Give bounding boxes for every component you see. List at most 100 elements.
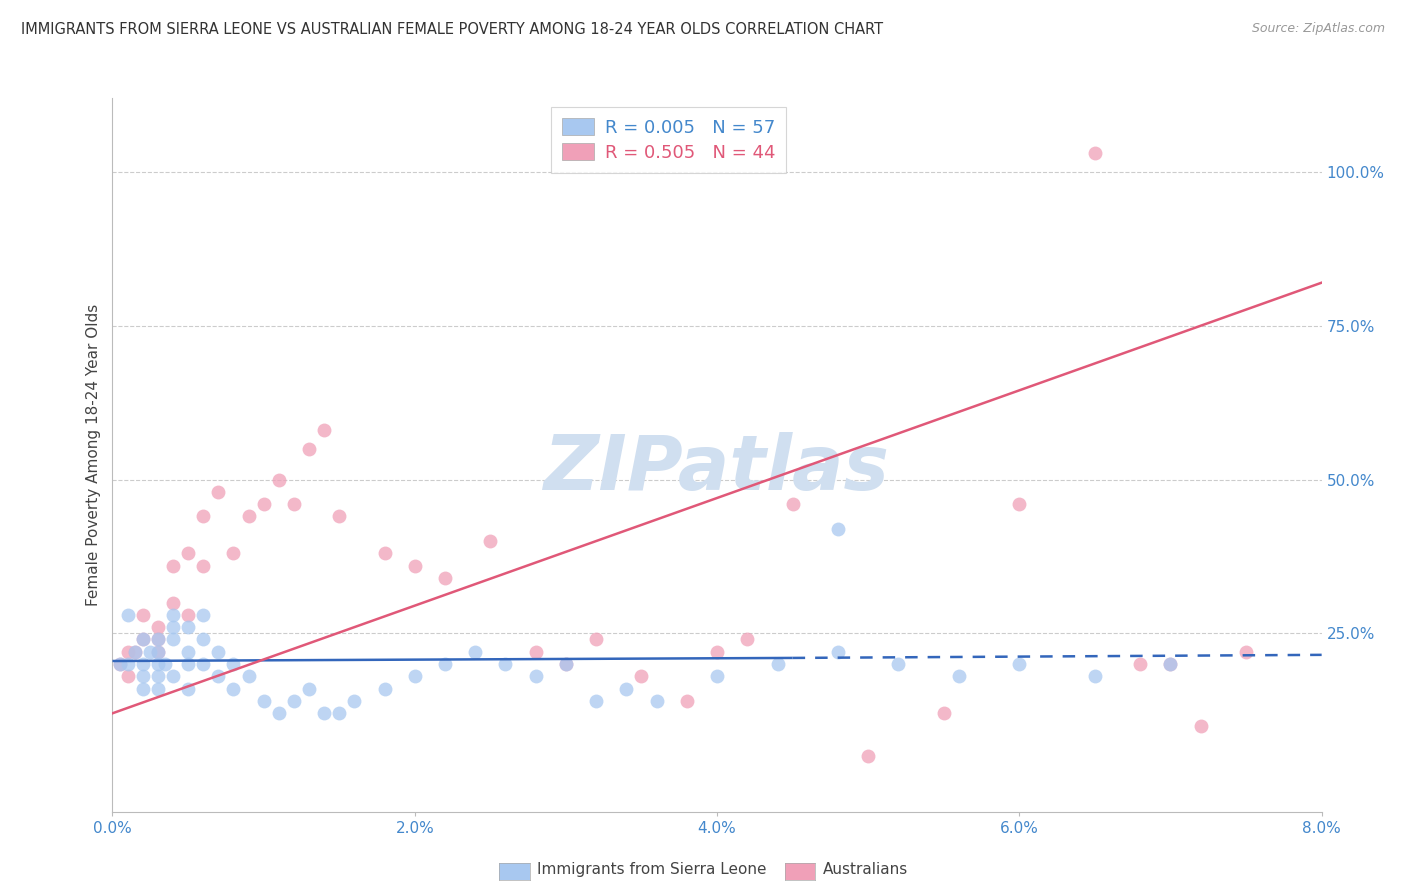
Point [207, 669, 229, 683]
Point [155, 657, 177, 671]
Point [887, 657, 910, 671]
Point [162, 620, 184, 634]
Point [108, 657, 131, 671]
Point [207, 484, 229, 499]
Point [177, 620, 200, 634]
Point [124, 645, 146, 659]
Point [1159, 657, 1181, 671]
Point [404, 558, 426, 573]
Point [207, 645, 229, 659]
Point [132, 632, 155, 647]
Point [433, 657, 456, 671]
Point [132, 669, 155, 683]
Point [554, 657, 576, 671]
Point [524, 645, 547, 659]
Point [283, 497, 305, 511]
Point [146, 632, 169, 647]
Point [117, 657, 139, 671]
Point [253, 694, 276, 708]
Point [948, 669, 970, 683]
Point [146, 632, 169, 647]
Point [117, 645, 139, 659]
Point [222, 546, 245, 560]
Point [222, 681, 245, 696]
Point [464, 645, 486, 659]
Point [856, 749, 880, 764]
Point [283, 694, 305, 708]
Point [177, 657, 200, 671]
Point [146, 657, 169, 671]
Point [1084, 669, 1107, 683]
Point [191, 632, 215, 647]
Point [1234, 645, 1257, 659]
Y-axis label: Female Poverty Among 18-24 Year Olds: Female Poverty Among 18-24 Year Olds [86, 304, 101, 606]
Point [132, 632, 155, 647]
Point [253, 497, 276, 511]
Point [433, 571, 456, 585]
Point [132, 607, 155, 622]
Point [162, 632, 184, 647]
Point [238, 669, 260, 683]
Text: Australians: Australians [823, 863, 908, 877]
Point [298, 681, 321, 696]
Point [827, 645, 849, 659]
Point [108, 657, 131, 671]
Point [117, 607, 139, 622]
Point [328, 706, 350, 721]
Point [343, 694, 366, 708]
Point [267, 473, 290, 487]
Point [146, 669, 169, 683]
Text: Immigrants from Sierra Leone: Immigrants from Sierra Leone [537, 863, 766, 877]
Point [132, 681, 155, 696]
Point [191, 509, 215, 524]
Point [1189, 718, 1212, 732]
Point [191, 607, 215, 622]
Point [373, 546, 396, 560]
Point [162, 607, 184, 622]
Point [373, 681, 396, 696]
Point [1159, 657, 1181, 671]
Point [162, 558, 184, 573]
Point [146, 681, 169, 696]
Point [328, 509, 350, 524]
Point [782, 497, 804, 511]
Point [177, 546, 200, 560]
Point [766, 657, 789, 671]
Point [585, 694, 607, 708]
Point [117, 669, 139, 683]
Point [191, 657, 215, 671]
Point [139, 645, 162, 659]
Text: ZIPatlas: ZIPatlas [544, 433, 890, 506]
Text: IMMIGRANTS FROM SIERRA LEONE VS AUSTRALIAN FEMALE POVERTY AMONG 18-24 YEAR OLDS : IMMIGRANTS FROM SIERRA LEONE VS AUSTRALI… [21, 22, 883, 37]
Point [404, 669, 426, 683]
Point [554, 657, 576, 671]
Text: Source: ZipAtlas.com: Source: ZipAtlas.com [1251, 22, 1385, 36]
Point [737, 632, 759, 647]
Point [312, 423, 335, 437]
Point [298, 442, 321, 456]
Point [162, 669, 184, 683]
Point [1008, 497, 1031, 511]
Point [177, 645, 200, 659]
Point [932, 706, 955, 721]
Point [1084, 146, 1107, 161]
Point [706, 669, 728, 683]
Point [191, 558, 215, 573]
Point [585, 632, 607, 647]
Point [675, 694, 697, 708]
Point [162, 596, 184, 610]
Point [1129, 657, 1152, 671]
Legend: R = 0.005   N = 57, R = 0.505   N = 44: R = 0.005 N = 57, R = 0.505 N = 44 [551, 107, 786, 173]
Point [132, 657, 155, 671]
Point [827, 522, 849, 536]
Point [222, 657, 245, 671]
Point [706, 645, 728, 659]
Point [267, 706, 290, 721]
Point [177, 607, 200, 622]
Point [177, 681, 200, 696]
Point [146, 620, 169, 634]
Point [146, 645, 169, 659]
Point [124, 645, 146, 659]
Point [630, 669, 652, 683]
Point [146, 645, 169, 659]
